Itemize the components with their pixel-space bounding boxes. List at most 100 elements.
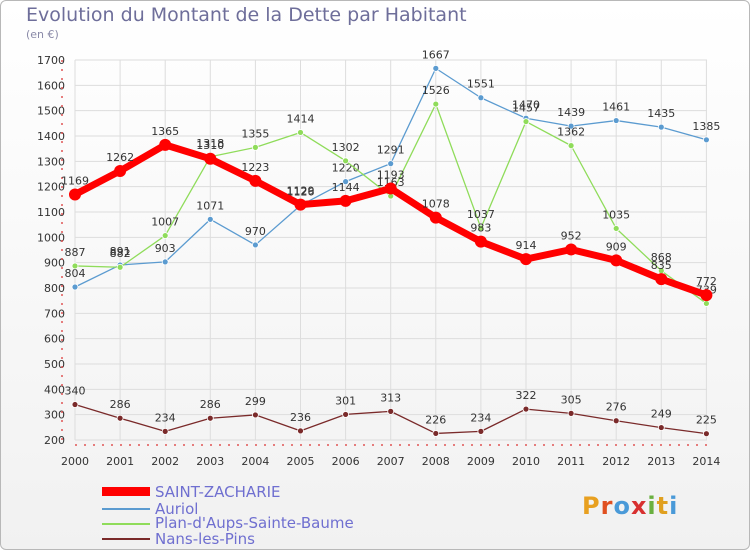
legend-swatch-nans-les-pins xyxy=(102,538,150,540)
data-point-saint-zacharie-2007 xyxy=(384,182,397,195)
data-label-nans-les-pins-2011: 305 xyxy=(561,393,582,406)
proxiti-logo: Proxiti xyxy=(582,492,678,520)
data-point-saint-zacharie-2003 xyxy=(204,152,217,165)
data-label-nans-les-pins-2000: 340 xyxy=(65,385,86,398)
x-tick-label-2009: 2009 xyxy=(467,455,495,468)
data-point-nans-les-pins-2012 xyxy=(612,417,620,425)
data-point-auriol-2006 xyxy=(342,178,350,186)
data-label-saint-zacharie-2014: 772 xyxy=(696,275,717,288)
data-point-auriol-2004 xyxy=(251,241,259,249)
x-tick-label-2010: 2010 xyxy=(512,455,540,468)
data-label-saint-zacharie-2000: 1169 xyxy=(61,175,89,188)
data-label-saint-zacharie-2008: 1078 xyxy=(422,198,450,211)
legend-swatch-saint-zacharie xyxy=(102,487,150,496)
data-point-nans-les-pins-2008 xyxy=(432,430,440,437)
data-point-auriol-2008 xyxy=(432,64,440,72)
data-label-saint-zacharie-2004: 1223 xyxy=(241,161,269,174)
logo-letter: P xyxy=(582,492,601,520)
data-label-saint-zacharie-2007: 1193 xyxy=(377,168,405,181)
data-point-plan-d-aups-sainte-baume-2006 xyxy=(342,157,350,165)
data-point-saint-zacharie-2013 xyxy=(655,273,668,286)
data-label-plan-d-aups-sainte-baume-2009: 1037 xyxy=(467,208,495,221)
data-point-saint-zacharie-2009 xyxy=(474,235,487,248)
data-label-nans-les-pins-2006: 301 xyxy=(335,394,356,407)
data-label-auriol-2001: 891 xyxy=(110,245,131,258)
y-tick-label-1700: 1700 xyxy=(37,54,65,67)
data-label-auriol-2002: 903 xyxy=(155,242,176,255)
data-label-plan-d-aups-sainte-baume-2011: 1362 xyxy=(557,126,585,139)
legend-swatch-plan-d-aups xyxy=(102,523,150,525)
data-label-auriol-2014: 1385 xyxy=(692,120,720,133)
y-tick-label-1400: 1400 xyxy=(37,130,65,143)
data-label-saint-zacharie-2003: 1310 xyxy=(196,139,224,152)
data-label-plan-d-aups-sainte-baume-2005: 1414 xyxy=(287,112,315,125)
data-label-saint-zacharie-2006: 1144 xyxy=(332,181,360,194)
data-label-nans-les-pins-2014: 225 xyxy=(696,414,717,427)
data-point-auriol-2011 xyxy=(567,122,575,130)
y-tick-label-1100: 1100 xyxy=(37,206,65,219)
x-tick-label-2007: 2007 xyxy=(377,455,405,468)
data-label-plan-d-aups-sainte-baume-2001: 882 xyxy=(110,247,131,260)
data-label-plan-d-aups-sainte-baume-2006: 1302 xyxy=(332,141,360,154)
data-point-auriol-2003 xyxy=(206,215,214,223)
data-point-auriol-2013 xyxy=(657,123,665,131)
x-tick-label-2001: 2001 xyxy=(106,455,134,468)
data-point-nans-les-pins-2014 xyxy=(703,430,710,438)
data-label-nans-les-pins-2013: 249 xyxy=(651,408,672,421)
data-label-saint-zacharie-2002: 1365 xyxy=(151,125,179,138)
y-tick-label-400: 400 xyxy=(44,383,65,396)
data-label-nans-les-pins-2009: 234 xyxy=(470,411,491,424)
data-point-auriol-2012 xyxy=(612,117,620,124)
data-label-auriol-2004: 970 xyxy=(245,225,266,238)
data-label-saint-zacharie-2012: 909 xyxy=(606,240,627,253)
data-point-saint-zacharie-2000 xyxy=(69,188,81,201)
data-label-nans-les-pins-2005: 236 xyxy=(290,411,311,424)
data-point-plan-d-aups-sainte-baume-2011 xyxy=(567,142,575,150)
y-tick-label-1300: 1300 xyxy=(37,155,65,168)
data-label-auriol-2008: 1667 xyxy=(422,48,450,61)
data-point-nans-les-pins-2013 xyxy=(657,424,665,431)
y-tick-label-1200: 1200 xyxy=(37,181,65,194)
data-point-saint-zacharie-2014 xyxy=(700,289,713,302)
data-label-nans-les-pins-2004: 299 xyxy=(245,395,266,408)
data-point-nans-les-pins-2004 xyxy=(251,411,259,419)
data-label-nans-les-pins-2010: 322 xyxy=(516,389,537,402)
data-point-plan-d-aups-sainte-baume-2005 xyxy=(297,129,304,136)
x-tick-label-2014: 2014 xyxy=(692,455,720,468)
data-label-nans-les-pins-2002: 234 xyxy=(155,411,176,424)
data-point-auriol-2000 xyxy=(71,283,79,291)
unit-label: (en €) xyxy=(26,28,59,41)
data-label-nans-les-pins-2001: 286 xyxy=(110,398,131,411)
data-point-plan-d-aups-sainte-baume-2008 xyxy=(432,100,440,108)
data-label-nans-les-pins-2012: 276 xyxy=(606,401,627,414)
data-point-nans-les-pins-2007 xyxy=(387,407,395,415)
data-label-plan-d-aups-sainte-baume-2012: 1035 xyxy=(602,208,630,221)
data-label-auriol-2007: 1291 xyxy=(377,144,405,157)
data-label-plan-d-aups-sainte-baume-2008: 1526 xyxy=(422,84,450,97)
data-label-saint-zacharie-2010: 914 xyxy=(516,239,537,252)
logo-letter: i xyxy=(669,492,679,520)
y-tick-label-500: 500 xyxy=(44,358,65,371)
data-label-auriol-2003: 1071 xyxy=(196,199,224,212)
data-label-saint-zacharie-2005: 1129 xyxy=(287,185,315,198)
data-point-plan-d-aups-sainte-baume-2014 xyxy=(703,300,710,307)
data-point-nans-les-pins-2010 xyxy=(522,405,530,413)
data-label-auriol-2005: 1126 xyxy=(287,185,315,198)
x-tick-label-2004: 2004 xyxy=(241,455,269,468)
legend-label-plan-d-aups: Plan-d'Aups-Sainte-Baume xyxy=(155,514,354,532)
data-point-plan-d-aups-sainte-baume-2000 xyxy=(71,262,79,270)
chart-title: Evolution du Montant de la Dette par Hab… xyxy=(26,4,467,26)
data-label-nans-les-pins-2008: 226 xyxy=(425,413,446,426)
data-label-saint-zacharie-2009: 983 xyxy=(470,222,491,235)
data-label-auriol-2012: 1461 xyxy=(602,101,630,114)
data-point-saint-zacharie-2001 xyxy=(114,164,127,177)
data-point-nans-les-pins-2000 xyxy=(71,401,79,408)
logo-letter: o xyxy=(613,492,631,520)
x-tick-label-2005: 2005 xyxy=(287,455,315,468)
data-label-plan-d-aups-sainte-baume-2000: 887 xyxy=(65,246,86,259)
data-point-plan-d-aups-sainte-baume-2012 xyxy=(612,225,620,232)
data-point-nans-les-pins-2009 xyxy=(477,427,485,435)
x-tick-label-2008: 2008 xyxy=(422,455,450,468)
y-tick-label-800: 800 xyxy=(44,282,65,295)
